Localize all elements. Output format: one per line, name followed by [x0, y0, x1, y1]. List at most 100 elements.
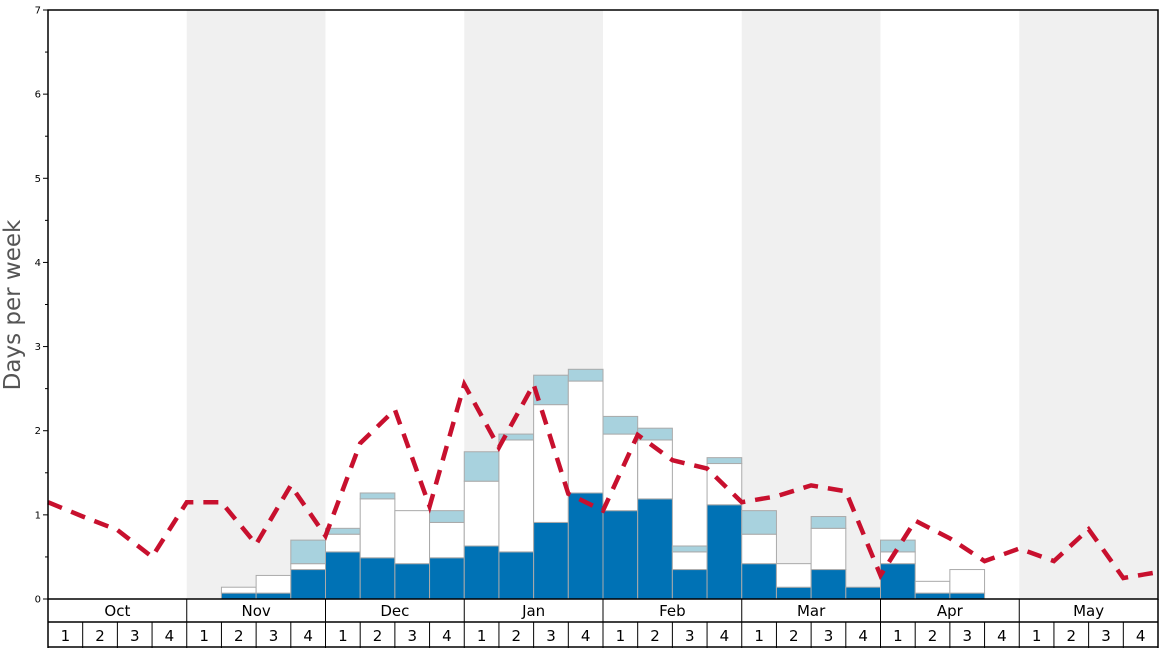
bar-segment-2-week-11: [394, 510, 431, 565]
month-label-nov: Nov: [241, 602, 270, 620]
week-label: 3: [685, 627, 695, 645]
week-label: 1: [893, 627, 903, 645]
bar-segment-1-week-15: [533, 521, 569, 600]
y-tick-label: 6: [35, 90, 41, 101]
trend-line: [47, 378, 1159, 581]
bar-segment-1-week-24: [845, 586, 881, 600]
week-label: 4: [165, 627, 175, 645]
bar-segment-3-week-17: [602, 415, 639, 435]
bar-segment-2-week-7: [255, 574, 292, 594]
bar-segment-1-week-13: [463, 545, 500, 600]
bar-segment-2-week-13: [463, 480, 500, 547]
bar-segment-2-week-6: [220, 586, 257, 594]
week-label: 2: [373, 627, 383, 645]
week-label: 3: [269, 627, 279, 645]
week-label: 4: [442, 627, 452, 645]
week-label: 3: [1101, 627, 1111, 645]
week-label: 2: [650, 627, 660, 645]
month-shading: [186, 10, 1158, 599]
week-label: 2: [234, 627, 244, 645]
axes: 0 1 2 3 4 5 6 7 Oct 1 2 3 4 Nov 1 2 3 4 Dec 1 2 3 4 Jan 1 2 3 4 Feb 1…: [35, 6, 1159, 648]
bar-segment-2-week-23: [810, 527, 847, 571]
bar-segment-3-week-21: [741, 510, 777, 535]
bar-segment-2-week-25: [880, 551, 916, 565]
week-label: 1: [616, 627, 626, 645]
bar-segment-2-week-8: [290, 563, 326, 571]
week-label: 4: [720, 627, 730, 645]
month-label-mar: Mar: [797, 602, 826, 620]
week-label: 1: [477, 627, 487, 645]
bar-segment-2-week-17: [602, 433, 639, 512]
week-label: 4: [1136, 627, 1146, 645]
week-label: 4: [858, 627, 868, 645]
bar-segment-2-week-9: [325, 533, 361, 553]
bar-segment-1-week-25: [880, 563, 916, 600]
bar-segment-1-week-10: [359, 557, 396, 600]
bar-segment-3-week-8: [290, 539, 326, 565]
month-shade-may: [1019, 10, 1158, 599]
week-label: 1: [199, 627, 209, 645]
week-label: 3: [130, 627, 140, 645]
bar-segment-3-week-9: [325, 527, 361, 535]
week-label: 2: [789, 627, 799, 645]
bar-segment-1-week-11: [394, 563, 431, 600]
y-tick-label: 1: [35, 510, 41, 521]
bar-segment-2-week-10: [359, 498, 396, 559]
y-tick-label: 0: [35, 595, 41, 606]
bar-segment-1-week-6: [220, 592, 257, 600]
bar-segment-3-week-16: [567, 368, 604, 382]
bar-segment-2-week-16: [567, 380, 604, 494]
y-tick-label: 2: [35, 426, 41, 437]
week-label: 1: [338, 627, 348, 645]
week-label: 3: [824, 627, 834, 645]
week-label: 1: [754, 627, 764, 645]
week-label: 1: [61, 627, 71, 645]
bar-segment-1-week-26: [914, 592, 951, 600]
y-tick-label: 4: [35, 258, 41, 269]
bars: [220, 368, 986, 600]
week-label: 4: [581, 627, 591, 645]
week-label: 4: [997, 627, 1007, 645]
week-label: 1: [1032, 627, 1042, 645]
month-label-may: May: [1073, 602, 1104, 620]
bar-segment-1-week-18: [637, 498, 673, 600]
bar-segment-1-week-21: [741, 563, 777, 600]
bar-segment-1-week-17: [602, 510, 639, 600]
month-label-apr: Apr: [937, 602, 964, 620]
bar-segment-3-week-19: [671, 545, 708, 553]
y-tick-label: 5: [35, 174, 41, 185]
bar-segment-1-week-14: [498, 551, 535, 600]
week-label: 4: [303, 627, 313, 645]
month-label-jan: Jan: [521, 602, 545, 620]
y-tick-label: 3: [35, 342, 41, 353]
week-label: 3: [546, 627, 556, 645]
bar-segment-2-week-21: [741, 533, 777, 565]
week-label: 2: [512, 627, 522, 645]
bar-segment-3-week-20: [706, 457, 743, 465]
y-axis-label: Days per week: [0, 219, 26, 390]
bar-segment-2-week-26: [914, 580, 951, 594]
week-label: 2: [95, 627, 105, 645]
bar-segment-3-week-10: [359, 492, 396, 500]
bar-segment-2-week-19: [671, 551, 708, 571]
bar-segment-1-week-7: [255, 592, 292, 600]
month-shade-nov: [186, 10, 326, 599]
bar-segment-3-week-12: [429, 510, 465, 523]
bar-segment-2-week-15: [533, 404, 569, 523]
bar-segment-1-week-9: [325, 551, 361, 600]
month-label-oct: Oct: [104, 602, 130, 620]
week-label: 2: [928, 627, 938, 645]
month-label-feb: Feb: [659, 602, 686, 620]
dashed-series-line: [47, 378, 1159, 581]
y-tick-label: 7: [35, 6, 41, 17]
bar-segment-2-week-14: [498, 439, 535, 553]
bar-segment-1-week-8: [290, 569, 326, 600]
week-label: 3: [407, 627, 417, 645]
bar-segment-1-week-22: [775, 586, 812, 600]
bar-segment-2-week-27: [949, 569, 986, 594]
month-shade-mar: [741, 10, 881, 599]
bar-segment-1-week-19: [671, 569, 708, 600]
bar-segment-1-week-20: [706, 504, 743, 600]
bar-segment-3-week-18: [637, 427, 673, 441]
